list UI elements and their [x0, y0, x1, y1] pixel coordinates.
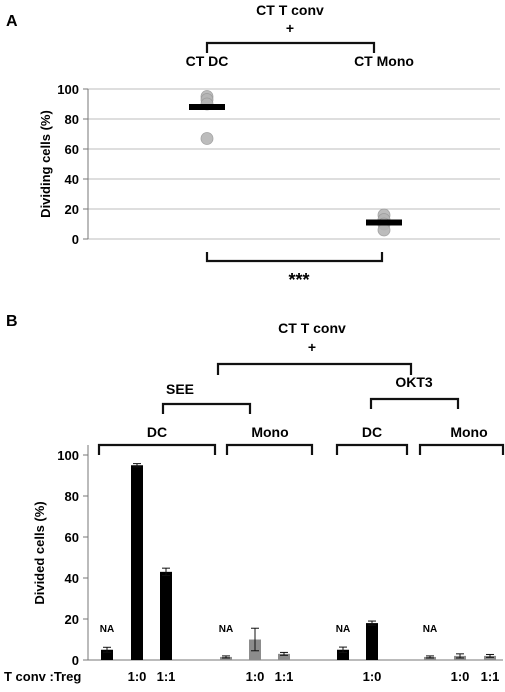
panel-a-header-line2: + [286, 20, 294, 36]
panel-a-gridlines [88, 88, 500, 240]
group-label-see-mono: Mono [251, 424, 288, 440]
panel-a-tick-label: 60 [65, 142, 79, 157]
panel-b-tick-label: 100 [57, 448, 79, 463]
group-bracket-see-mono [225, 443, 314, 455]
stimulus-label-see: SEE [166, 381, 194, 397]
bar [131, 465, 143, 660]
category-label-ct-dc: CT DC [186, 53, 229, 69]
na-annotation: NA [423, 624, 437, 635]
panel-b-top-bracket [216, 362, 413, 375]
bar [337, 649, 349, 660]
see-bracket [161, 402, 252, 414]
panel-b-tick-label: 80 [65, 489, 79, 504]
data-point [200, 132, 214, 145]
panel-b-label: B [6, 313, 18, 330]
significance-marker: *** [288, 270, 309, 290]
panel-b-tick-label: 60 [65, 530, 79, 545]
panel-a-y-ticks: 0 20 40 60 80 100 [57, 82, 88, 247]
bar [220, 656, 232, 660]
ratio-row-label: T conv :Treg [4, 669, 81, 684]
group-bracket-okt3-mono [418, 443, 505, 455]
ratio-label: 1:0 [451, 669, 470, 684]
bar [101, 649, 113, 660]
mean-bar [189, 104, 225, 110]
panel-b-tick-label: 40 [65, 571, 79, 586]
group-label-see-dc: DC [147, 424, 167, 440]
data-point [377, 223, 391, 237]
panel-b-tick-label: 0 [72, 653, 79, 668]
panel-b-bars: NA 1:0 1:1 NA 1:0 1:1 NA 1:0 NA 1:0 1:1 [100, 463, 500, 684]
ratio-label: 1:0 [246, 669, 265, 684]
stimulus-label-okt3: OKT3 [395, 374, 433, 390]
panel-a-tick-label: 80 [65, 112, 79, 127]
panel-a-significance-bracket [205, 252, 384, 263]
panel-a-tick-label: 100 [57, 82, 79, 97]
panel-a-tick-label: 40 [65, 172, 79, 187]
ratio-label: 1:0 [128, 669, 147, 684]
panel-a: A CT T conv + CT DC CT Mono 0 20 40 60 80 100… [6, 2, 500, 290]
okt3-bracket [369, 397, 460, 409]
na-annotation: NA [219, 624, 233, 635]
panel-a-mean-bars [189, 104, 402, 226]
panel-b-y-ticks: 0 20 40 60 80 100 [57, 448, 88, 668]
ratio-label: 1:1 [275, 669, 294, 684]
bar [424, 656, 436, 660]
panel-b-y-axis-title: Divided cells (%) [32, 501, 47, 604]
na-annotation: NA [100, 624, 114, 635]
bar [278, 653, 290, 660]
panel-a-tick-label: 20 [65, 202, 79, 217]
group-bracket-okt3-dc [335, 443, 409, 455]
ratio-label: 1:1 [157, 669, 176, 684]
panel-b-header-line1: CT T conv [278, 320, 346, 336]
group-label-okt3-mono: Mono [450, 424, 487, 440]
ratio-label: 1:0 [363, 669, 382, 684]
na-annotation: NA [336, 624, 350, 635]
bar [366, 623, 378, 660]
panel-a-tick-label: 0 [72, 232, 79, 247]
group-bracket-see-dc [97, 443, 217, 455]
panel-a-y-axis-title: Dividing cells (%) [38, 110, 53, 218]
bar [160, 571, 172, 660]
ratio-label: 1:1 [481, 669, 500, 684]
panel-b: B CT T conv + SEE OKT3 DC Mono DC Mono 0… [4, 313, 505, 684]
panel-a-label: A [6, 13, 18, 30]
panel-b-header-line2: + [308, 339, 316, 355]
panel-a-data-points [200, 90, 391, 237]
panel-a-top-bracket [205, 41, 376, 53]
panel-a-header-line1: CT T conv [256, 2, 324, 18]
group-label-okt3-dc: DC [362, 424, 382, 440]
panel-b-tick-label: 20 [65, 612, 79, 627]
category-label-ct-mono: CT Mono [354, 53, 414, 69]
bar [484, 655, 496, 660]
mean-bar [366, 219, 402, 226]
